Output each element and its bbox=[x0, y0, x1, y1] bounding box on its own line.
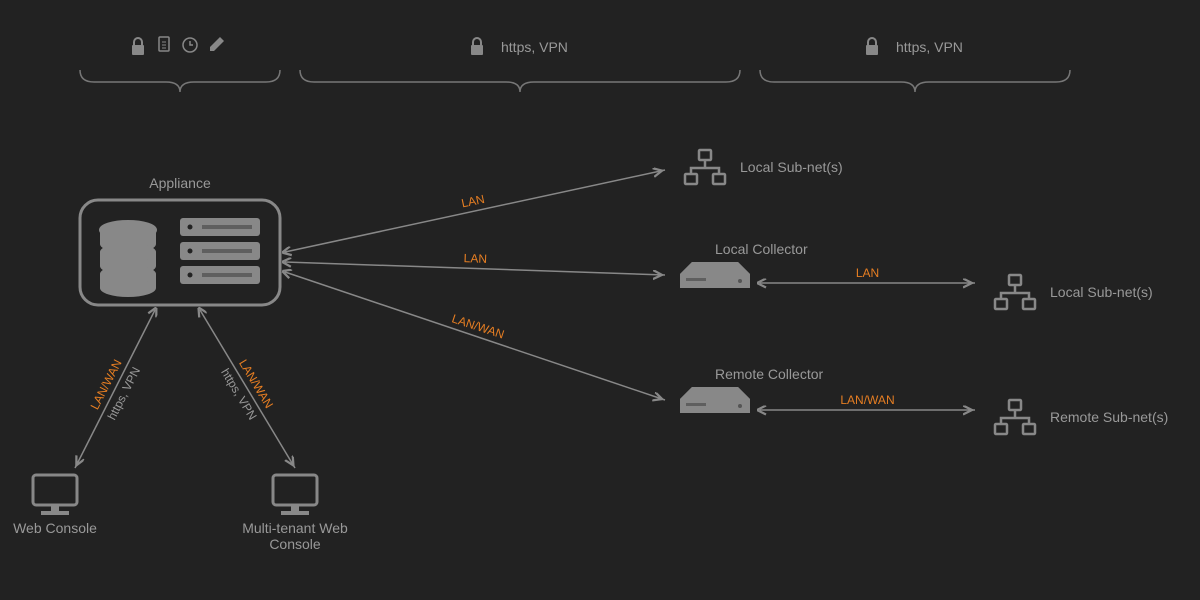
brace-label: https, VPN bbox=[501, 39, 568, 55]
local-subnets-top-node-label: Local Sub-net(s) bbox=[740, 159, 843, 175]
architecture-diagram: https, VPNhttps, VPN LANLANLAN/WANLAN/WA… bbox=[0, 0, 1200, 600]
network-icon bbox=[699, 150, 711, 160]
local-collector-node: Local Collector bbox=[680, 241, 808, 288]
brace-left bbox=[80, 37, 280, 92]
local-subnets-top-node: Local Sub-net(s) bbox=[685, 150, 843, 184]
edge-e1: LAN bbox=[285, 170, 665, 252]
local-collector-node-label: Local Collector bbox=[715, 241, 808, 257]
edge-e3: LAN/WAN bbox=[285, 272, 665, 400]
edge-label-top: LAN bbox=[856, 266, 879, 280]
brace-curve bbox=[80, 70, 280, 92]
lock-icon bbox=[866, 38, 878, 55]
edge-label-top: LAN bbox=[460, 192, 486, 211]
nodes-layer: Appliance Web Console Multi-tenant WebCons… bbox=[13, 150, 1168, 552]
edge-e2: LAN bbox=[285, 251, 665, 275]
edge-e5: LAN/WANhttps, VPN bbox=[200, 310, 295, 468]
svg-text:Console: Console bbox=[269, 536, 321, 552]
web-console-node: Web Console bbox=[13, 475, 97, 536]
multi-tenant-console-node: Multi-tenant WebConsole bbox=[242, 475, 348, 552]
clock-icon bbox=[183, 38, 197, 52]
brace-right: https, VPN bbox=[760, 38, 1070, 92]
appliance-label: Appliance bbox=[149, 175, 211, 191]
edge-e7: LAN/WAN bbox=[760, 393, 975, 410]
appliance-node: Appliance bbox=[80, 175, 280, 305]
brace-label: https, VPN bbox=[896, 39, 963, 55]
edges-layer: LANLANLAN/WANLAN/WANhttps, VPNLAN/WANhtt… bbox=[75, 170, 975, 468]
local-subnets-right-node: Local Sub-net(s) bbox=[995, 275, 1153, 309]
multi-tenant-console-node-label: Multi-tenant Web bbox=[242, 520, 348, 536]
network-icon bbox=[1009, 275, 1021, 285]
edit-icon bbox=[210, 37, 224, 51]
remote-subnets-node-label: Remote Sub-net(s) bbox=[1050, 409, 1168, 425]
monitor-icon bbox=[273, 475, 317, 505]
edge-label-top: LAN bbox=[463, 251, 487, 266]
monitor-icon bbox=[33, 475, 77, 505]
lock-icon bbox=[132, 38, 144, 55]
network-icon bbox=[1009, 400, 1021, 410]
edge-e6: LAN bbox=[760, 266, 975, 283]
brace-curve bbox=[300, 70, 740, 92]
remote-collector-node-label: Remote Collector bbox=[715, 366, 823, 382]
brace-curve bbox=[760, 70, 1070, 92]
lock-icon bbox=[471, 38, 483, 55]
remote-collector-node: Remote Collector bbox=[680, 366, 823, 413]
file-icon bbox=[159, 37, 169, 51]
braces-row: https, VPN https, VPN bbox=[80, 37, 1070, 92]
web-console-node-label: Web Console bbox=[13, 520, 97, 536]
brace-middle: https, VPN bbox=[300, 38, 740, 92]
edge-label-top: LAN/WAN bbox=[840, 393, 894, 407]
local-subnets-right-node-label: Local Sub-net(s) bbox=[1050, 284, 1153, 300]
edge-e4: LAN/WANhttps, VPN bbox=[75, 310, 155, 468]
remote-subnets-node: Remote Sub-net(s) bbox=[995, 400, 1168, 434]
